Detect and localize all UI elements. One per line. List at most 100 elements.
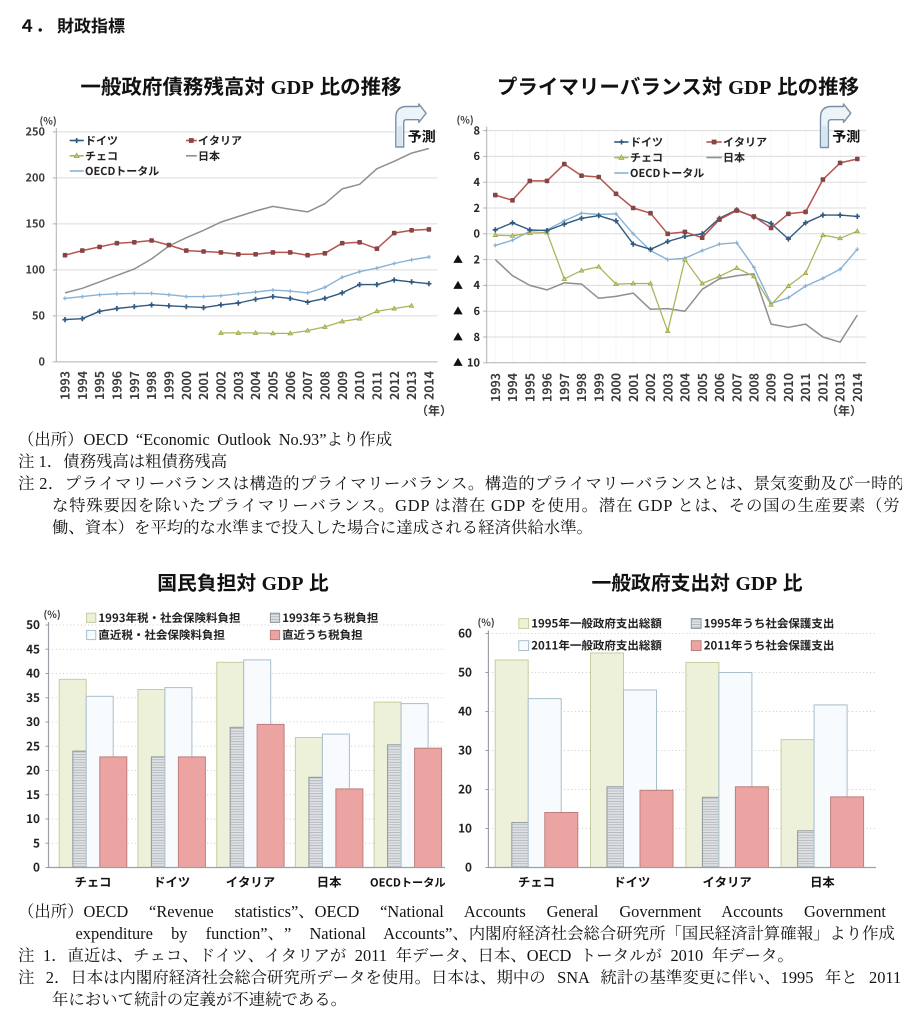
svg-text:イタリア: イタリア [226, 873, 275, 891]
svg-text:2012: 2012 [814, 373, 832, 402]
svg-text:チェコ: チェコ [518, 873, 555, 891]
svg-text:チェコ: チェコ [85, 148, 118, 164]
svg-text:ドイツ: ドイツ [613, 873, 650, 891]
svg-text:2006: 2006 [710, 373, 728, 402]
svg-text:1995: 1995 [520, 373, 538, 402]
svg-text:2007: 2007 [298, 371, 316, 400]
svg-text:30: 30 [26, 713, 40, 730]
svg-text:(%): (%) [40, 113, 57, 128]
svg-text:2000: 2000 [177, 371, 195, 400]
svg-text:45: 45 [26, 640, 40, 657]
svg-text:OECDトータル: OECDトータル [370, 875, 446, 891]
svg-text:(%): (%) [44, 606, 61, 621]
svg-text:1996: 1996 [538, 373, 556, 402]
svg-text:2002: 2002 [212, 371, 230, 400]
svg-text:2010: 2010 [779, 373, 797, 402]
svg-text:チェコ: チェコ [75, 873, 112, 891]
svg-text:イタリア: イタリア [198, 133, 242, 149]
svg-text:0: 0 [33, 859, 40, 876]
svg-text:(%): (%) [457, 112, 474, 127]
svg-text:2004: 2004 [676, 373, 694, 402]
svg-text:2011: 2011 [368, 371, 386, 400]
svg-text:▲: ▲ [453, 251, 463, 266]
svg-text:100: 100 [26, 262, 45, 278]
svg-text:50: 50 [26, 616, 40, 633]
svg-text:35: 35 [26, 689, 40, 706]
svg-text:1998: 1998 [572, 373, 590, 402]
svg-text:▲: ▲ [453, 328, 463, 343]
svg-text:2003: 2003 [658, 373, 676, 402]
svg-text:1995年うち社会保護支出: 1995年うち社会保護支出 [704, 616, 835, 632]
svg-text:イタリア: イタリア [702, 873, 751, 891]
svg-text:1993: 1993 [56, 371, 74, 400]
svg-text:直近うち税負担: 直近うち税負担 [282, 627, 363, 643]
svg-text:日本: 日本 [317, 873, 342, 891]
svg-text:2001: 2001 [624, 373, 642, 402]
svg-text:8: 8 [474, 329, 481, 345]
svg-text:2012: 2012 [385, 371, 403, 400]
svg-text:250: 250 [26, 124, 45, 140]
svg-text:ドイツ: ドイツ [85, 133, 118, 149]
svg-text:日本: 日本 [810, 873, 835, 891]
svg-text:直近税・社会保険料負担: 直近税・社会保険料負担 [98, 627, 225, 643]
svg-text:2014: 2014 [420, 371, 438, 400]
svg-text:2002: 2002 [641, 373, 659, 402]
svg-text:2005: 2005 [693, 373, 711, 402]
svg-text:150: 150 [26, 216, 45, 232]
svg-text:30: 30 [458, 742, 472, 759]
svg-text:60: 60 [458, 625, 472, 642]
svg-text:10: 10 [458, 820, 472, 837]
svg-text:2007: 2007 [727, 373, 745, 402]
svg-text:▲: ▲ [453, 277, 463, 292]
svg-text:6: 6 [474, 303, 481, 319]
svg-text:1999: 1999 [589, 373, 607, 402]
svg-text:0: 0 [474, 226, 481, 242]
svg-text:8: 8 [474, 122, 481, 138]
svg-text:OECDトータル: OECDトータル [630, 165, 704, 181]
svg-text:2: 2 [474, 200, 481, 216]
svg-text:1999: 1999 [160, 371, 178, 400]
svg-text:1996: 1996 [108, 371, 126, 400]
svg-text:4: 4 [474, 277, 481, 293]
svg-text:20: 20 [26, 762, 40, 779]
svg-text:10: 10 [467, 355, 480, 371]
svg-text:2000: 2000 [607, 373, 625, 402]
svg-text:2013: 2013 [402, 371, 420, 400]
svg-text:2: 2 [474, 251, 481, 267]
svg-text:40: 40 [26, 665, 40, 682]
svg-text:40: 40 [458, 703, 472, 720]
svg-text:ドイツ: ドイツ [153, 873, 190, 891]
svg-text:（年）: （年） [826, 402, 862, 419]
svg-text:20: 20 [458, 781, 472, 798]
svg-text:10: 10 [26, 810, 40, 827]
svg-text:2011年一般政府支出総額: 2011年一般政府支出総額 [531, 638, 662, 654]
svg-text:日本: 日本 [198, 148, 220, 164]
svg-text:200: 200 [26, 170, 45, 186]
svg-text:1993: 1993 [486, 373, 504, 402]
svg-text:2009: 2009 [333, 371, 351, 400]
svg-text:2004: 2004 [246, 371, 264, 400]
svg-text:2011年うち社会保護支出: 2011年うち社会保護支出 [704, 638, 835, 654]
svg-text:1998: 1998 [142, 371, 160, 400]
svg-text:（年）: （年） [416, 402, 452, 419]
svg-text:イタリア: イタリア [723, 134, 767, 150]
svg-text:25: 25 [26, 737, 40, 754]
svg-text:2013: 2013 [831, 373, 849, 402]
svg-text:1995: 1995 [90, 371, 108, 400]
svg-text:0: 0 [39, 354, 46, 370]
svg-text:予測: 予測 [832, 127, 860, 147]
svg-text:2014: 2014 [848, 373, 866, 402]
svg-text:1993年税・社会保険料負担: 1993年税・社会保険料負担 [98, 610, 241, 626]
svg-text:チェコ: チェコ [630, 150, 663, 166]
svg-text:OECDトータル: OECDトータル [85, 163, 159, 179]
svg-text:2009: 2009 [762, 373, 780, 402]
svg-text:5: 5 [33, 834, 40, 851]
svg-text:15: 15 [26, 786, 40, 803]
svg-text:(%): (%) [478, 614, 495, 629]
svg-text:0: 0 [465, 859, 472, 876]
svg-text:1997: 1997 [125, 371, 143, 400]
svg-text:2005: 2005 [264, 371, 282, 400]
svg-text:1994: 1994 [73, 371, 91, 400]
svg-text:50: 50 [32, 308, 45, 324]
svg-text:50: 50 [458, 664, 472, 681]
